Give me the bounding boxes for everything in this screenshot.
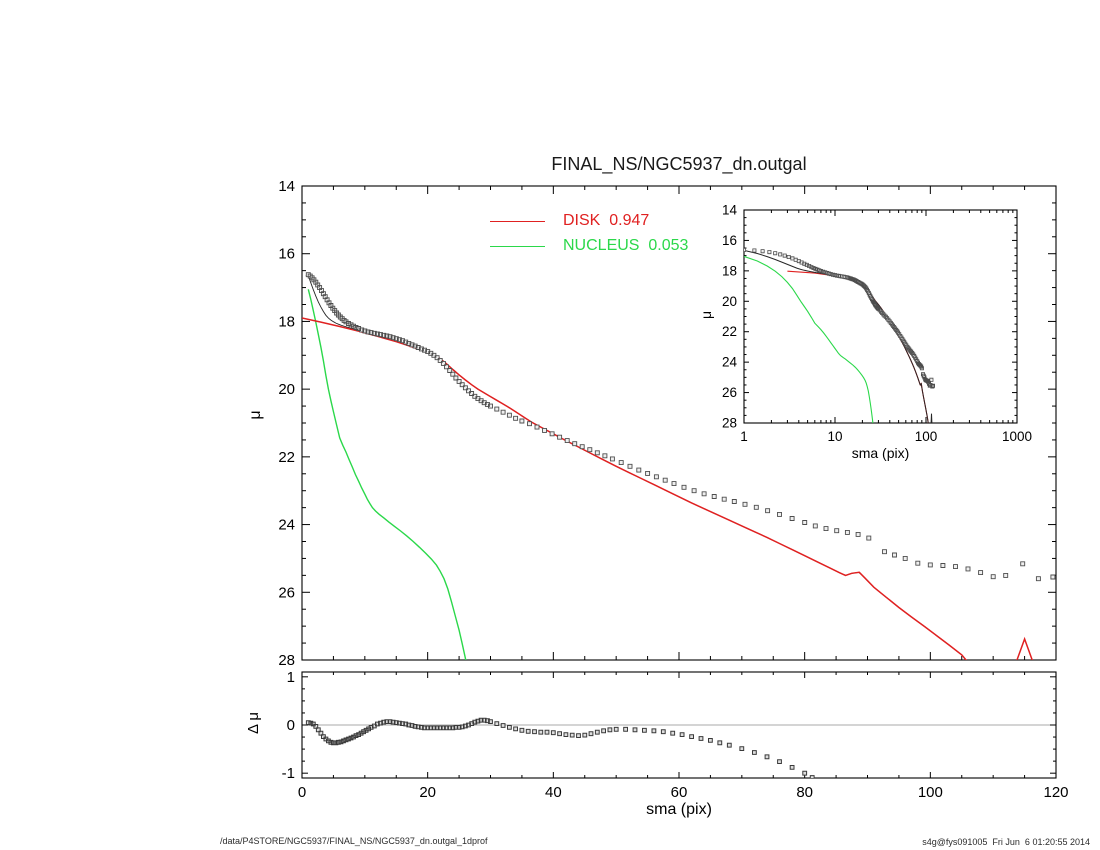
shared-xtick-label: 120 — [1043, 784, 1068, 801]
inset-xtick-label: 1 — [740, 429, 748, 444]
main-ytick-label: 18 — [278, 313, 295, 330]
inset-panel: 14 16 18 20 22 24 26 281 10 100 1000 — [722, 203, 1032, 445]
disk-line — [302, 317, 968, 660]
inset-x-axis-label: sma (pix) — [851, 445, 910, 461]
shared-xtick-label: 40 — [545, 784, 562, 801]
shared-xtick-label: 80 — [796, 784, 813, 801]
main-ytick-labels: 14 16 18 20 22 24 26 28 — [278, 178, 295, 669]
shared-xtick-label: 0 — [298, 784, 306, 801]
residual-panel: 10-10 20 40 60 80 100 120 — [282, 669, 1069, 801]
inset-ytick-label: 24 — [722, 355, 738, 370]
main-ytick-label: 20 — [278, 381, 295, 398]
inset-panel-ticks — [743, 209, 1018, 424]
inset-total-spike — [930, 413, 933, 423]
inset-ytick-label: 26 — [722, 385, 737, 400]
inset-ytick-label: 22 — [722, 324, 737, 339]
residual-data-points — [305, 717, 815, 778]
inset-profile-data-points — [744, 247, 935, 389]
shared-x-axis-label: sma (pix) — [646, 801, 712, 818]
residual-ytick-label: -1 — [282, 765, 295, 782]
inset-tick-labels: 14 16 18 20 22 24 26 281 10 100 1000 — [722, 203, 1032, 445]
main-panel: 14 16 18 20 22 24 26 28 — [278, 178, 1057, 669]
main-panel-ticks — [301, 185, 1057, 661]
main-ytick-label: 22 — [278, 449, 295, 466]
main-ytick-label: 24 — [278, 517, 295, 534]
footer-user-timestamp: s4g@fys091005 Fri Jun 6 01:20:55 2014 — [922, 837, 1090, 847]
inset-ytick-label: 28 — [722, 416, 737, 431]
residual-ytick-label: 1 — [287, 669, 295, 686]
disk-line-spike — [1016, 636, 1034, 660]
shared-xtick-label: 60 — [671, 784, 688, 801]
nucleus-line — [307, 289, 467, 660]
legend-nucleus-label: NUCLEUS 0.053 — [563, 237, 689, 254]
inset-ytick-label: 18 — [722, 263, 737, 278]
footer-filepath: /data/P4STORE/NGC5937/FINAL_NS/NGC5937_d… — [220, 836, 488, 846]
residual-panel-ticks — [301, 672, 1057, 778]
inset-xtick-label: 1000 — [1002, 429, 1032, 444]
inset-ytick-label: 14 — [722, 203, 738, 218]
main-ytick-label: 28 — [278, 652, 295, 669]
profile-data-points — [305, 272, 1056, 582]
inset-xtick-label: 100 — [915, 429, 938, 444]
legend-disk-label: DISK 0.947 — [563, 212, 650, 229]
shared-xtick-label: 100 — [918, 784, 943, 801]
plot-title: FINAL_NS/NGC5937_dn.outgal — [551, 154, 807, 174]
main-ytick-label: 26 — [278, 584, 295, 601]
main-ytick-label: 14 — [278, 178, 295, 195]
inset-ytick-label: 16 — [722, 233, 737, 248]
inset-nucleus-line — [744, 255, 874, 423]
inset-xtick-label: 10 — [827, 429, 842, 444]
inset-ytick-label: 20 — [722, 294, 737, 309]
main-ytick-label: 16 — [278, 246, 295, 263]
shared-xtick-label: 20 — [419, 784, 436, 801]
legend-disk-line-sample — [490, 221, 545, 222]
legend-nucleus-line-sample — [490, 246, 545, 247]
residual-tick-labels: 10-10 20 40 60 80 100 120 — [282, 669, 1069, 801]
residual-ytick-label: 0 — [287, 717, 295, 734]
